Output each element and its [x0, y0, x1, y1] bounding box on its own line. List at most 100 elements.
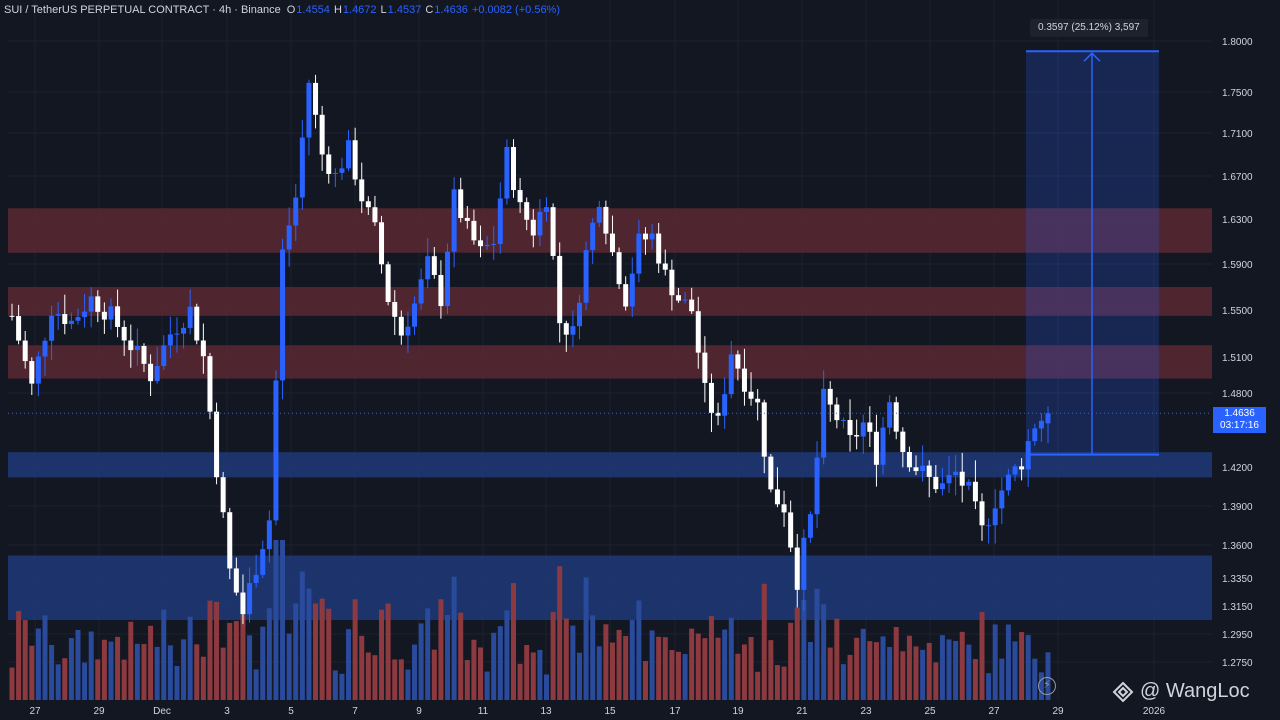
candle-body [379, 222, 385, 265]
volume-bar [550, 612, 556, 700]
candle-body [214, 411, 220, 478]
y-tick-label: 1.5500 [1222, 306, 1253, 317]
candle-body [405, 326, 411, 336]
candle-body [972, 481, 978, 502]
candle-body [933, 476, 939, 490]
volume-bar [49, 644, 55, 700]
candle-body [511, 146, 517, 191]
candle-body [88, 296, 94, 312]
volume-bar [755, 671, 761, 700]
volume-bar [174, 665, 180, 700]
volume-bar [662, 637, 668, 700]
y-tick-label: 1.7500 [1222, 88, 1253, 99]
volume-bar [570, 625, 576, 700]
candle-body [695, 311, 701, 353]
volume-bar [1012, 641, 1018, 700]
volume-bar [332, 670, 338, 700]
volume-bar [953, 640, 959, 700]
change-value: +0.0082 (+0.56%) [471, 4, 561, 16]
candle-body [134, 346, 140, 351]
candle-body [774, 489, 780, 505]
candle-body [273, 380, 279, 521]
candle-body [1032, 428, 1038, 442]
volume-bar [68, 638, 74, 700]
candle-body [1045, 413, 1051, 424]
candle-body [207, 356, 213, 412]
y-tick-label: 1.3350 [1222, 574, 1253, 585]
candle-body [306, 82, 312, 138]
volume-bar [1032, 658, 1038, 700]
volume-bar [392, 659, 398, 700]
watermark-text: @ WangLoc [1140, 680, 1250, 702]
price-axis[interactable]: 1.8000 1.7500 1.7100 1.6700 1.6300 1.5900 1.55… [1212, 0, 1280, 720]
volume-bar [834, 618, 840, 700]
volume-bar [629, 619, 635, 700]
close-label: C [425, 4, 434, 16]
volume-bar [9, 667, 15, 700]
candle-body [1005, 474, 1011, 491]
x-tick-label: 9 [416, 706, 422, 717]
candle-body [590, 222, 596, 251]
candle-body [260, 549, 266, 575]
volume-bar [95, 659, 101, 700]
candle-body [755, 398, 761, 403]
candle-body [854, 435, 860, 437]
replay-icon[interactable]: ⚡ [1038, 677, 1056, 695]
volume-bar [88, 631, 94, 700]
volume-bar [511, 583, 517, 700]
measure-tool[interactable] [1026, 50, 1159, 456]
volume-bar [794, 607, 800, 700]
candle-body [689, 299, 695, 312]
last-price: 1.4636 [1224, 408, 1255, 419]
candle-body [926, 465, 932, 477]
candle-body [986, 525, 992, 527]
x-tick-label: 29 [93, 706, 105, 717]
candle-body [999, 490, 1005, 509]
volume-bar [200, 656, 206, 700]
volume-bar [405, 669, 411, 700]
candle-body [497, 198, 503, 244]
volume-bar [689, 628, 695, 700]
candle-body [471, 220, 477, 241]
volume-bar [16, 611, 22, 700]
candle-body [280, 249, 286, 381]
volume-bar [253, 669, 259, 700]
volume-bar [708, 616, 714, 700]
candle-body [49, 315, 55, 341]
volume-bar [992, 624, 998, 700]
candle-body [233, 568, 239, 593]
volume-bar [537, 649, 543, 700]
candle-body [557, 255, 563, 324]
candle-body [1012, 466, 1018, 475]
candle-body [900, 431, 906, 453]
candle-body [649, 233, 655, 240]
candle-body [154, 366, 160, 382]
candle-body [418, 279, 424, 304]
volume-bar [530, 652, 536, 700]
candle-body [247, 583, 253, 615]
candle-body [741, 368, 747, 392]
candle-body [313, 82, 319, 115]
candle-body [121, 326, 127, 341]
candle-body [365, 201, 371, 208]
candle-body [326, 154, 332, 174]
volume-bar [761, 583, 767, 700]
x-tick-label: 27 [29, 706, 41, 717]
candle-body [128, 340, 134, 351]
time-axis[interactable]: 27 29 Dec 3 5 7 9 11 13 15 17 19 21 23 25 27 29 2026 [0, 700, 1212, 720]
candle-body [788, 512, 794, 548]
close-value: 1.4636 [434, 4, 468, 16]
volume-bar [609, 642, 615, 700]
volume-bar [695, 633, 701, 700]
candle-body [319, 114, 325, 155]
volume-bar [880, 636, 886, 700]
x-tick-label: 13 [540, 706, 552, 717]
volume-bar [220, 647, 226, 700]
candle-body [761, 402, 767, 457]
candle-body [953, 471, 959, 476]
volume-bar [207, 600, 213, 700]
candle-body [29, 361, 35, 384]
candle-body [722, 394, 728, 416]
volume-bar [807, 642, 813, 700]
